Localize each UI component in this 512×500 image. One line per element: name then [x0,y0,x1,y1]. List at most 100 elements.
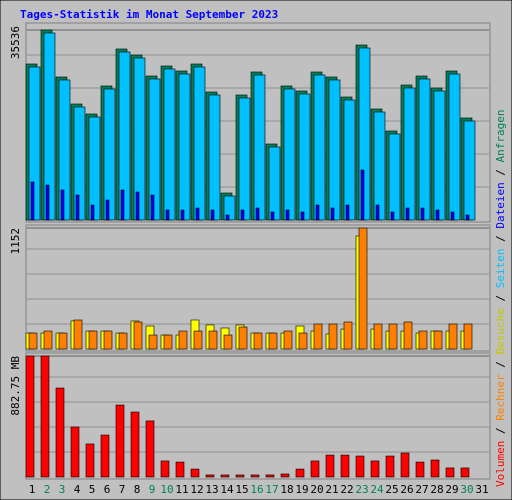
bar [285,209,290,221]
bar [400,452,410,478]
bar [265,474,275,478]
bar [75,194,80,221]
bar [148,78,161,221]
bar [195,207,200,221]
x-tick-label: 18 [280,483,293,496]
bar [238,97,251,221]
x-tick-label: 15 [235,483,248,496]
bar [418,330,428,350]
bar [343,321,353,350]
bar [28,332,38,350]
bar [328,79,341,221]
bar [295,468,305,478]
x-tick-label: 26 [400,483,413,496]
x-tick-label: 6 [104,483,111,496]
bar [280,473,290,478]
bar [223,195,236,221]
x-tick-label: 11 [175,483,188,496]
bar [465,214,470,221]
bar [118,332,128,350]
legend-entry: Seiten [494,249,507,289]
bar [385,455,395,478]
bar [30,181,35,221]
x-tick-label: 4 [74,483,81,496]
bar [210,209,215,221]
bar [208,94,221,221]
bar [238,326,248,350]
bar [418,78,431,221]
bar [28,66,41,221]
legend-separator: / [494,169,507,176]
legend-entry: Volumen [494,441,507,487]
bar [283,88,296,221]
bar [85,443,95,478]
x-tick-label: 5 [89,483,96,496]
bar [70,426,80,478]
x-tick-label: 27 [415,483,428,496]
bar [180,209,185,221]
bar [430,459,440,478]
bar [403,321,413,350]
y-tick-label: 1152 [9,228,22,255]
legend-entry: Anfragen [494,109,507,162]
bar [163,68,176,221]
bar [250,474,260,478]
bar [88,330,98,350]
x-tick-label: 14 [220,483,234,496]
bar [370,460,380,478]
bar [88,116,101,221]
bar [268,332,278,350]
bar [135,191,140,221]
panel [25,352,491,480]
x-tick-label: 24 [370,483,384,496]
bar [43,330,53,350]
bar [25,355,35,478]
bar [433,90,446,221]
bar [90,204,95,221]
bar [330,207,335,221]
bar [193,330,203,350]
legend-separator: / [494,361,507,368]
bar [253,74,266,221]
bar [240,209,245,221]
bar [283,330,293,350]
bar [130,411,140,478]
bar [118,51,131,221]
bar [415,461,425,478]
x-tick-label: 10 [160,483,173,496]
bar [298,93,311,221]
bar [300,211,305,221]
bar [205,474,215,478]
x-tick-label: 17 [265,483,278,496]
bar [40,355,50,478]
legend-text: Volumen / Rechner / Besuche / Seiten / D… [494,109,507,487]
bar [103,330,113,350]
bar [325,454,335,478]
legend-entry: Besuche [494,308,507,354]
bar [58,332,68,350]
x-tick-label: 30 [460,483,473,496]
bar [313,323,323,350]
x-tick-label: 7 [119,483,126,496]
bar [405,207,410,221]
bar [133,321,143,350]
bar [460,467,470,478]
bar [60,189,65,221]
bar [223,334,233,350]
bar [340,454,350,478]
bar [175,461,185,478]
bar [55,387,65,478]
bar [145,420,155,478]
bar [373,323,383,350]
bar [100,434,110,478]
x-tick-label: 1 [29,483,36,496]
bar [225,214,230,221]
x-tick-label: 2 [44,483,51,496]
x-tick-label: 20 [310,483,323,496]
bar [73,106,86,221]
bar [433,330,443,350]
bar [313,74,326,221]
x-tick-label: 3 [59,483,66,496]
legend-entry: Rechner [494,374,507,421]
bar [148,334,158,350]
